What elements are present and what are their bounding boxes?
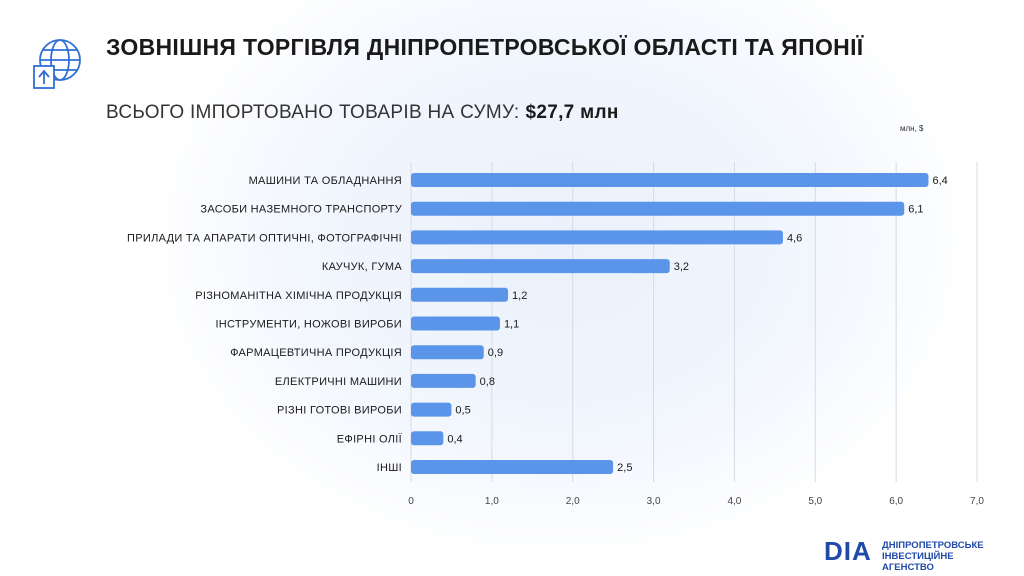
x-tick-label: 7,0 xyxy=(970,496,984,507)
category-label: РІЗНІ ГОТОВІ ВИРОБИ xyxy=(277,405,402,417)
bar xyxy=(411,259,670,274)
logo-mark: DIA xyxy=(824,536,872,566)
bar xyxy=(411,373,476,388)
bar xyxy=(411,316,500,331)
bar xyxy=(411,345,484,360)
value-label: 6,4 xyxy=(932,175,947,187)
x-tick-label: 2,0 xyxy=(566,496,580,507)
category-label: ІНШІ xyxy=(377,462,402,474)
page-title: ЗОВНІШНЯ ТОРГІВЛЯ ДНІПРОПЕТРОВСЬКОЇ ОБЛА… xyxy=(106,34,864,60)
category-label: РІЗНОМАНІТНА ХІМІЧНА ПРОДУКЦІЯ xyxy=(195,290,402,302)
bar xyxy=(411,431,444,446)
value-label: 2,5 xyxy=(617,462,632,474)
x-tick-label: 6,0 xyxy=(889,496,903,507)
x-tick-label: 5,0 xyxy=(808,496,822,507)
value-label: 0,5 xyxy=(455,405,470,417)
agency-logo: DIA ДНІПРОПЕТРОВСЬКЕ ІНВЕСТИЦІЙНЕ АГЕНСТ… xyxy=(824,534,1004,573)
bar xyxy=(411,201,905,216)
x-tick-label: 4,0 xyxy=(727,496,741,507)
category-label: ЕФІРНІ ОЛІЇ xyxy=(337,433,403,445)
category-label: ЗАСОБИ НАЗЕМНОГО ТРАНСПОРТУ xyxy=(200,204,402,216)
bar xyxy=(411,230,783,245)
value-label: 6,1 xyxy=(908,204,923,216)
bar xyxy=(411,287,509,302)
globe-export-icon xyxy=(33,39,81,89)
x-tick-label: 1,0 xyxy=(485,496,499,507)
category-label: ЕЛЕКТРИЧНІ МАШИНИ xyxy=(275,376,402,388)
x-tick-label: 3,0 xyxy=(647,496,661,507)
category-label: МАШИНИ ТА ОБЛАДНАННЯ xyxy=(249,175,402,187)
subtitle: ВСЬОГО ІМПОРТОВАНО ТОВАРІВ НА СУМУ: $27,7… xyxy=(106,101,619,125)
category-label: ПРИЛАДИ ТА АПАРАТИ ОПТИЧНІ, ФОТОГРАФІЧНІ xyxy=(127,232,402,244)
unit-label: млн, $ xyxy=(900,124,924,133)
category-label: ІНСТРУМЕНТИ, НОЖОВІ ВИРОБИ xyxy=(215,319,402,331)
logo-text: ДНІПРОПЕТРОВСЬКЕ ІНВЕСТИЦІЙНЕ АГЕНСТВО xyxy=(882,540,1004,573)
value-label: 0,4 xyxy=(447,433,462,445)
value-label: 4,6 xyxy=(787,232,802,244)
bar xyxy=(411,460,614,474)
value-label: 0,9 xyxy=(488,347,503,359)
value-label: 0,8 xyxy=(480,376,495,388)
value-label: 3,2 xyxy=(674,261,689,273)
category-label: ФАРМАЦЕВТИЧНА ПРОДУКЦІЯ xyxy=(230,347,402,359)
x-tick-label: 0 xyxy=(408,496,414,507)
bar xyxy=(411,402,452,417)
subtitle-label: ВСЬОГО ІМПОРТОВАНО ТОВАРІВ НА СУМУ: xyxy=(106,102,520,123)
subtitle-amount: $27,7 млн xyxy=(525,102,619,123)
value-label: 1,1 xyxy=(504,319,519,331)
value-label: 1,2 xyxy=(512,290,527,302)
bar xyxy=(411,173,929,187)
logo-line-2: ІНВЕСТИЦІЙНЕ АГЕНСТВО xyxy=(882,551,954,573)
logo-line-1: ДНІПРОПЕТРОВСЬКЕ xyxy=(882,540,984,551)
category-label: КАУЧУК, ГУМА xyxy=(322,261,402,273)
